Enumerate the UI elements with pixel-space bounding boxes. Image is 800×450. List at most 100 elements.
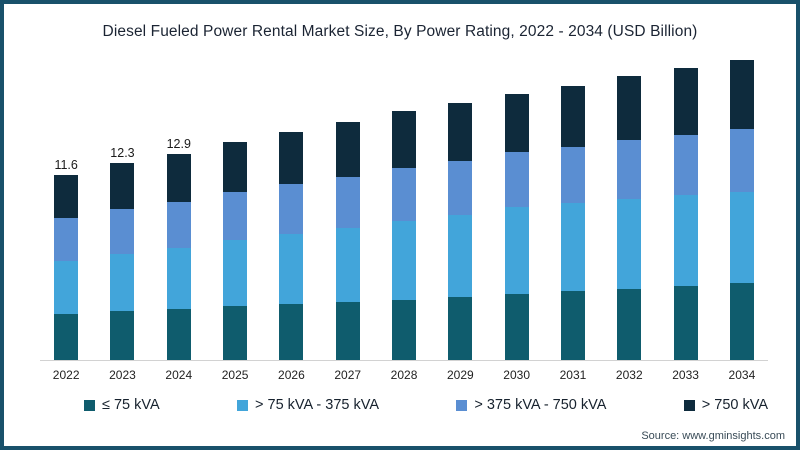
bar-segment (223, 306, 248, 360)
legend-item-3: > 750 kVA (683, 397, 768, 413)
stacked-bar-2024 (166, 154, 191, 360)
legend-swatch-icon (683, 399, 695, 411)
stacked-bar-2032 (617, 76, 642, 360)
bar-segment (335, 177, 360, 228)
bar-segment (617, 199, 642, 289)
chart-legend: ≤ 75 kVA > 75 kVA - 375 kVA > 375 kVA - 75… (84, 397, 768, 413)
bar-segment (166, 202, 191, 248)
bar-segment (617, 289, 642, 360)
bar-segment (504, 207, 529, 294)
bar-segment (673, 68, 698, 135)
x-axis-label-2028: 2028 (390, 368, 418, 382)
bar-segment (729, 283, 754, 360)
stacked-bar-2034 (729, 60, 754, 360)
bar-segment (166, 248, 191, 309)
stacked-bar-2027 (335, 122, 360, 360)
bar-segment (166, 309, 191, 360)
bar-segment (110, 311, 135, 360)
bar-segment (392, 221, 417, 300)
x-axis-label-2032: 2032 (615, 368, 643, 382)
bar-slot-2026 (263, 48, 319, 360)
bar-slot-2024: 12.9 (151, 48, 207, 360)
bar-segment (279, 132, 304, 184)
bar-segment (504, 294, 529, 360)
x-axis-label-2030: 2030 (503, 368, 530, 382)
bar-segment (560, 291, 585, 360)
bar-segment (279, 184, 304, 234)
bar-slot-2028 (376, 48, 432, 360)
bar-segment (166, 154, 191, 202)
bar-segment (223, 192, 248, 240)
bar-segment (673, 286, 698, 360)
bar-segment (110, 163, 135, 209)
stacked-bar-2022 (54, 175, 79, 360)
legend-label: > 75 kVA - 375 kVA (255, 397, 380, 413)
legend-label: ≤ 75 kVA (102, 397, 160, 413)
bar-segment (617, 140, 642, 199)
bar-segment (504, 152, 529, 207)
bar-slot-2025 (207, 48, 263, 360)
bar-segment (335, 302, 360, 360)
bar-segment (110, 209, 135, 254)
bar-segment (110, 254, 135, 311)
x-axis-label-2022: 2022 (52, 368, 80, 382)
bar-slot-2022: 11.6 (38, 48, 94, 360)
bar-segment (729, 60, 754, 129)
x-axis-label-2034: 2034 (728, 368, 756, 382)
x-axis-label-2027: 2027 (334, 368, 362, 382)
x-axis-label-2023: 2023 (109, 368, 136, 382)
chart-plot-area: 11.6 12.3 12.9 (38, 48, 770, 360)
bar-segment (504, 94, 529, 152)
bar-segment (54, 175, 79, 218)
bar-segment (279, 234, 304, 304)
bar-slot-2023: 12.3 (94, 48, 150, 360)
bar-segment (279, 304, 304, 360)
bar-segment (448, 103, 473, 161)
bar-segment (729, 129, 754, 192)
stacked-bar-2030 (504, 94, 529, 360)
legend-item-0: ≤ 75 kVA (84, 397, 160, 413)
x-axis-line (40, 360, 768, 361)
bar-segment (448, 215, 473, 297)
stacked-bar-2025 (223, 142, 248, 360)
bar-segment (448, 161, 473, 215)
stacked-bar-2028 (392, 111, 417, 360)
bar-segment (335, 122, 360, 177)
bar-segment (448, 297, 473, 360)
bar-segment (560, 86, 585, 147)
x-axis-labels: 2022 2023 2024 2025 2026 2027 2028 2029 2030 2031… (38, 368, 770, 382)
bar-segment (392, 300, 417, 360)
bar-segment (617, 76, 642, 140)
bar-total-label: 12.9 (166, 137, 191, 151)
bar-slot-2029 (432, 48, 488, 360)
x-axis-label-2026: 2026 (278, 368, 305, 382)
bar-slot-2034 (714, 48, 770, 360)
stacked-bar-2033 (673, 68, 698, 360)
stacked-bar-2029 (448, 103, 473, 360)
legend-item-1: > 75 kVA - 375 kVA (237, 397, 379, 413)
bar-segment (392, 168, 417, 221)
bar-slot-2032 (601, 48, 657, 360)
legend-label: > 750 kVA (701, 397, 768, 413)
legend-swatch-icon (237, 399, 249, 411)
source-note: Source: www.gminsights.com (641, 430, 785, 442)
bar-segment (673, 135, 698, 195)
bar-segment (673, 195, 698, 286)
bar-segment (729, 192, 754, 283)
bar-segment (335, 228, 360, 302)
stacked-bar-2023 (110, 163, 135, 360)
bar-slot-2033 (657, 48, 713, 360)
x-axis-label-2025: 2025 (221, 368, 249, 382)
bar-segment (54, 314, 79, 360)
stacked-bar-2031 (560, 86, 585, 360)
x-axis-label-2029: 2029 (446, 368, 474, 382)
legend-swatch-icon (84, 399, 95, 411)
x-axis-label-2033: 2033 (672, 368, 699, 382)
bar-slot-2031 (545, 48, 601, 360)
stacked-bar-2026 (279, 132, 304, 360)
bar-segment (223, 240, 248, 306)
bar-slot-2030 (489, 48, 545, 360)
x-axis-label-2031: 2031 (559, 368, 587, 382)
bar-slot-2027 (320, 48, 376, 360)
